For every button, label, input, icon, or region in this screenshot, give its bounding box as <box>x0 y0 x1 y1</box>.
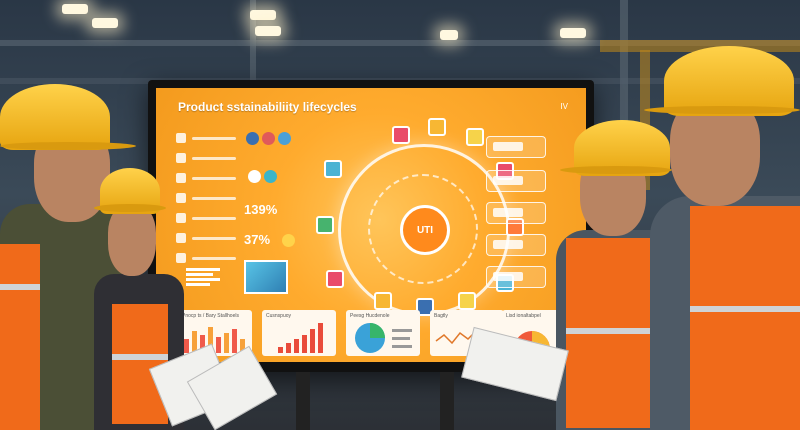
lifecycle-inner-ring <box>368 174 478 284</box>
hard-hat-brim <box>94 204 166 212</box>
list-item <box>176 152 236 164</box>
hard-hat <box>0 84 110 150</box>
list-item <box>176 132 236 144</box>
list-item <box>176 192 236 204</box>
dashboard-screen: Product sstainabiliity lifecycles IV 139… <box>156 88 586 362</box>
schedule-card <box>486 266 546 288</box>
water-icon <box>324 160 342 178</box>
chart-icon <box>458 292 476 310</box>
sun-icon <box>282 234 295 247</box>
crane-column <box>640 50 650 190</box>
transport-card <box>486 136 546 158</box>
bar-chart-panel: Pnocp ts / Bary Stallhoels <box>178 310 252 356</box>
face <box>108 204 156 276</box>
ceiling-light <box>92 18 118 28</box>
map-thumbnail <box>244 260 288 294</box>
truck-icon <box>506 218 524 236</box>
list-item <box>176 212 236 224</box>
monitor-stand <box>296 372 310 430</box>
reflective-stripe <box>566 328 674 334</box>
recycle-icon <box>392 126 410 144</box>
stat-value: 37% <box>244 232 271 247</box>
hard-hat-brim <box>644 106 800 114</box>
panel-label: Peesg Hucdenole <box>350 313 390 319</box>
leaf-icon <box>264 170 277 183</box>
reflective-stripe <box>690 306 800 312</box>
tree-icon <box>374 292 392 310</box>
list-item <box>176 252 236 264</box>
globe-icon <box>278 132 291 145</box>
pie-chart-graphic <box>355 323 412 353</box>
gear-icon <box>416 298 434 316</box>
rising-bar-panel: Cusnspuoy <box>262 310 336 356</box>
ceiling-beam <box>0 40 800 46</box>
reflective-stripe <box>112 354 168 360</box>
people-icon <box>246 132 259 145</box>
box-icon <box>428 118 446 136</box>
ceiling-light <box>255 26 281 36</box>
corner-label: IV <box>560 102 568 111</box>
document-icon <box>466 128 484 146</box>
reflective-stripe <box>0 284 40 290</box>
dashboard-title: Product sstainabiliity lifecycles <box>178 100 357 114</box>
list-item <box>176 172 236 184</box>
list-item <box>176 232 236 244</box>
monitor-stand <box>440 372 454 430</box>
ceiling-light <box>560 28 586 38</box>
energy-icon <box>326 270 344 288</box>
panel-label: Bagtly <box>434 313 448 319</box>
hard-hat-brim <box>560 166 672 174</box>
hard-hat-brim <box>0 142 136 150</box>
panel-label: Cusnspuoy <box>266 313 292 319</box>
ceiling-light <box>440 30 458 40</box>
display-monitor: Product sstainabiliity lifecycles IV 139… <box>148 80 594 372</box>
lifecycle-hub: UTI <box>400 205 450 255</box>
vehicle-card <box>486 170 546 192</box>
people-icon <box>262 132 275 145</box>
logistics-card <box>486 202 546 224</box>
bar-chart-graphic <box>184 327 245 353</box>
safety-vest <box>0 244 40 430</box>
worker-right <box>640 46 800 430</box>
ceiling-light <box>62 4 88 14</box>
safety-vest <box>690 206 800 430</box>
stat-value: 139% <box>244 202 278 217</box>
leaf-icon <box>316 216 334 234</box>
rising-bar-graphic <box>278 323 323 353</box>
bar-list <box>186 266 220 296</box>
panel-label: Pnocp ts / Bary Stallhoels <box>182 313 239 319</box>
inventory-card <box>486 234 546 256</box>
panel-label: Lisd ionaltabpel <box>506 313 541 319</box>
cloud-icon <box>248 170 261 183</box>
hard-hat <box>664 46 794 116</box>
pie-chart-panel: Peesg Hucdenole <box>346 310 420 356</box>
ceiling-light <box>250 10 276 20</box>
